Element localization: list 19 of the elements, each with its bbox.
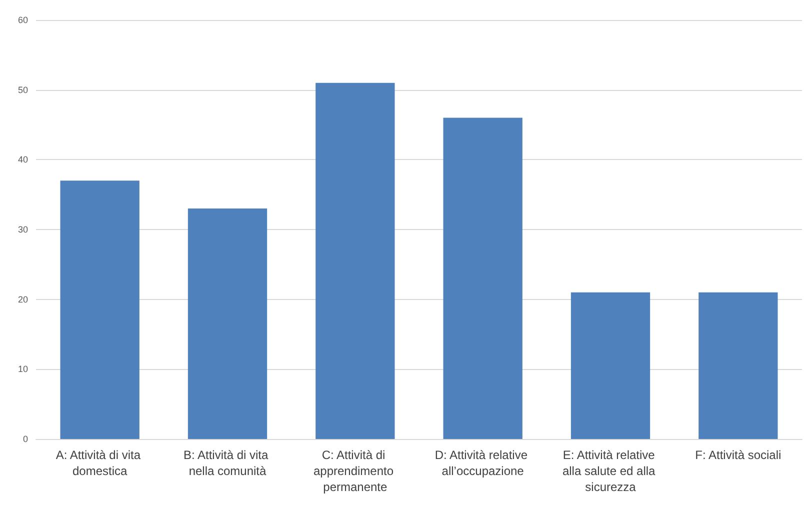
x-tick-label: F: Attività sociali xyxy=(695,448,782,462)
bar xyxy=(698,292,778,439)
bar xyxy=(570,292,650,439)
y-tick-label: 10 xyxy=(18,364,28,374)
x-tick-label: B: Attività di vita nella comunità xyxy=(183,448,272,478)
y-tick-label: 50 xyxy=(18,84,28,95)
x-tick-label: D: Attività relative all’occupazione xyxy=(434,448,531,478)
x-tick-label: C: Attività di apprendimento permanente xyxy=(313,448,397,494)
bar xyxy=(188,208,268,439)
x-tick-label: E: Attività relative alla salute ed alla sicurezza xyxy=(562,448,659,494)
bar xyxy=(443,118,522,439)
bar xyxy=(316,82,395,439)
y-tick-label: 0 xyxy=(22,434,28,444)
bar xyxy=(60,180,140,439)
x-tick-label: A: Attività di vita domestica xyxy=(56,448,144,478)
y-tick-label: 40 xyxy=(18,154,28,165)
y-tick-label: 60 xyxy=(18,15,28,25)
y-tick-label: 20 xyxy=(18,294,28,304)
y-tick-label: 30 xyxy=(18,224,28,234)
